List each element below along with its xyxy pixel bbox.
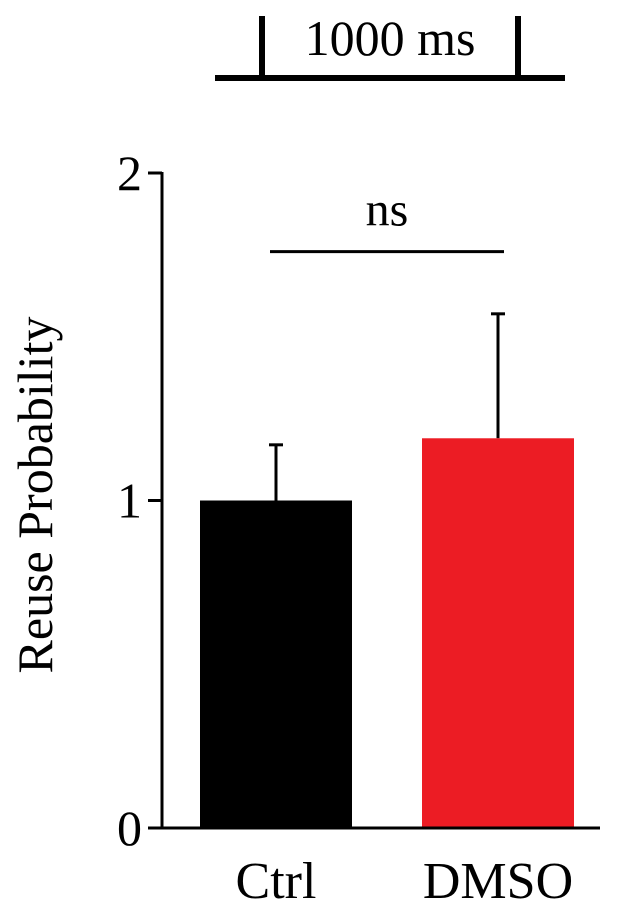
- y-axis-title: Reuse Probability: [7, 317, 63, 674]
- y-axis-ticks: 0 1 2: [117, 145, 162, 856]
- category-label-ctrl: Ctrl: [236, 853, 317, 910]
- bars-group: [148, 312, 600, 830]
- category-labels: Ctrl DMSO: [236, 853, 574, 910]
- bar-ctrl: [200, 500, 352, 828]
- annotations-group: ns: [270, 184, 504, 254]
- category-label-dmso: DMSO: [423, 853, 573, 910]
- y-tick-label-1: 1: [117, 473, 142, 529]
- timing-bar-label: 1000 ms: [305, 10, 476, 66]
- significance-label: ns: [366, 184, 409, 237]
- y-tick-label-0: 0: [117, 800, 142, 856]
- bar-dmso: [422, 438, 574, 828]
- y-tick-label-2: 2: [117, 145, 142, 201]
- timing-scale-bar: 1000 ms: [215, 10, 565, 81]
